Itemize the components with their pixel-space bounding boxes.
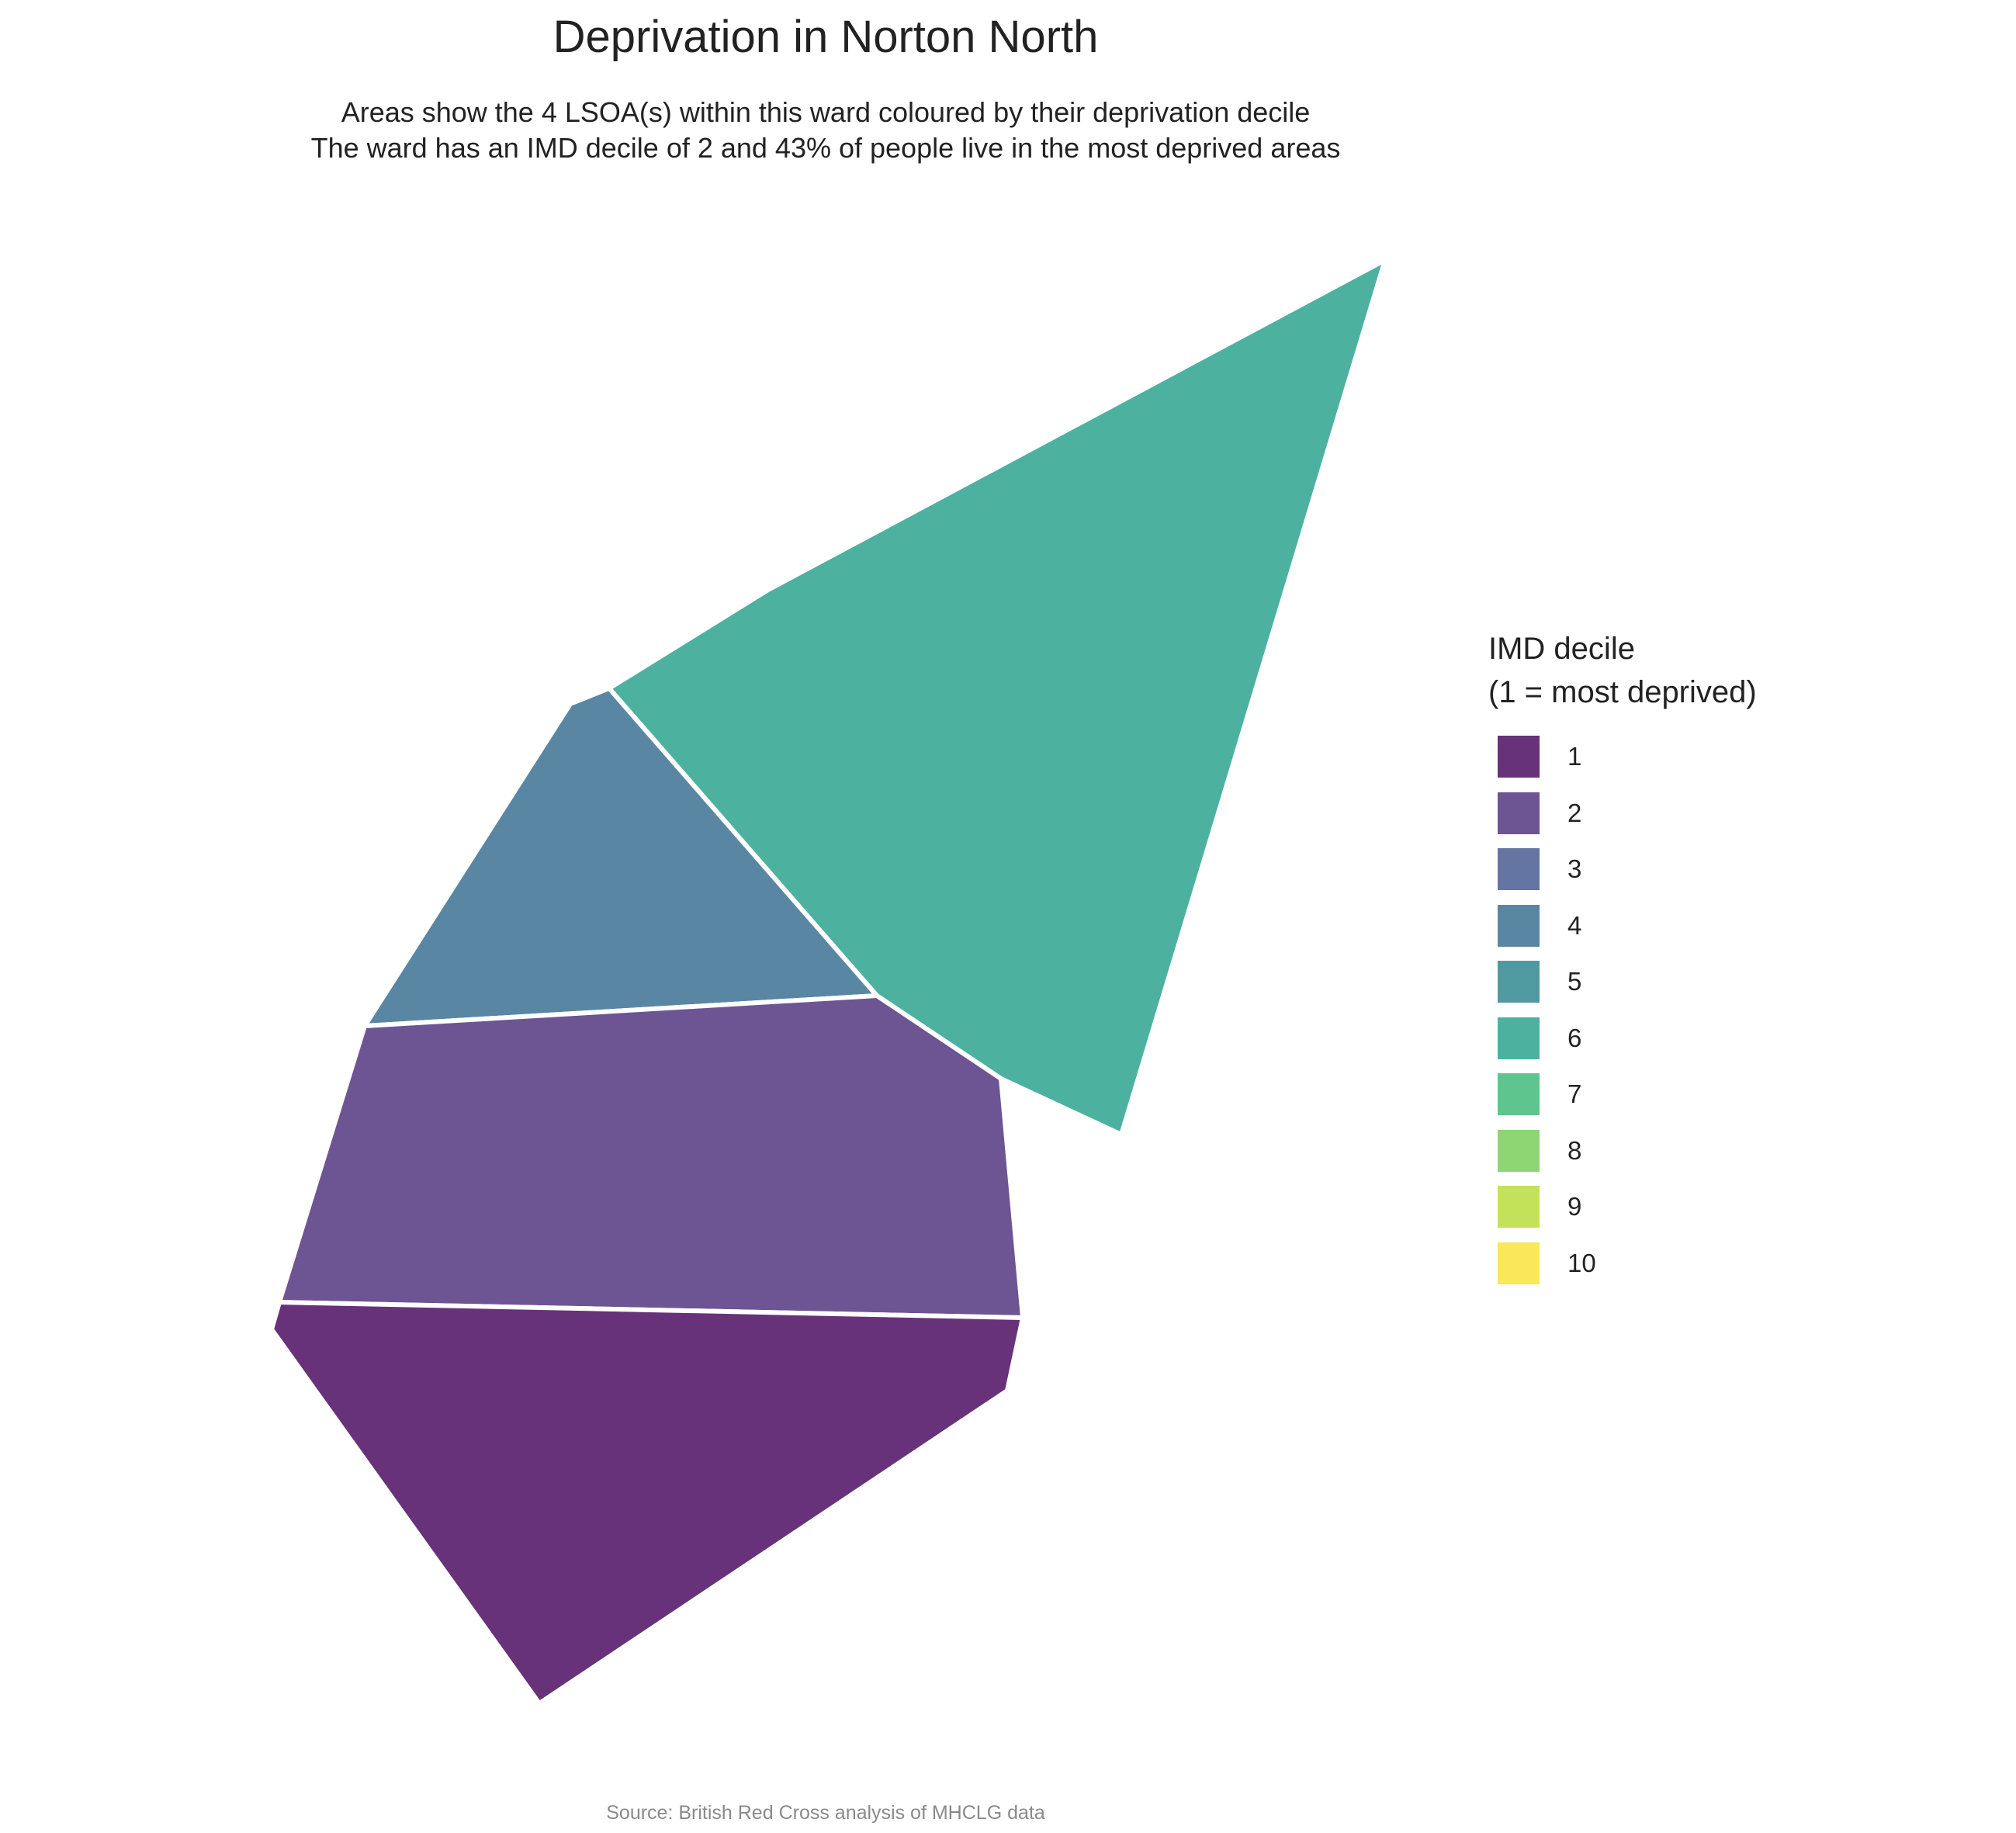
lsoa-area-decile-2	[277, 993, 1025, 1320]
legend-item: 5	[1488, 961, 1757, 1017]
legend-item: 2	[1488, 792, 1757, 849]
legend-title-line-2: (1 = most deprived)	[1488, 675, 1757, 709]
legend-key	[1498, 904, 1540, 947]
legend-title-line-1: IMD decile	[1488, 632, 1635, 666]
legend-item: 9	[1488, 1186, 1757, 1242]
legend-label: 7	[1567, 1079, 1582, 1108]
map-subtitle-line-2: The ward has an IMD decile of 2 and 43% …	[310, 132, 1341, 164]
legend-item: 10	[1488, 1242, 1757, 1299]
legend-item: 4	[1488, 904, 1757, 962]
lsoa-area-decile-1	[269, 1300, 1025, 1706]
legend-key	[1498, 848, 1540, 890]
legend-label: 1	[1567, 742, 1582, 771]
legend-key	[1498, 1242, 1540, 1284]
legend-key	[1498, 792, 1540, 834]
legend-item: 7	[1488, 1073, 1757, 1130]
legend-label: 10	[1567, 1248, 1596, 1277]
legend-items: 1 2 3 4 5 6 7 8 9 10	[1488, 736, 1757, 1298]
legend-label: 8	[1567, 1135, 1582, 1165]
legend-label: 5	[1567, 967, 1582, 996]
legend: IMD decile (1 = most deprived) 1 2 3 4 5…	[1488, 627, 1757, 1298]
legend-key	[1498, 1073, 1540, 1115]
legend-label: 2	[1567, 798, 1582, 827]
legend-key	[1498, 961, 1540, 1003]
legend-item: 6	[1488, 1017, 1757, 1074]
legend-label: 9	[1567, 1192, 1582, 1221]
legend-key	[1498, 1129, 1540, 1172]
legend-item: 3	[1488, 848, 1757, 905]
legend-label: 6	[1567, 1023, 1582, 1052]
map-subtitle-line-1: Areas show the 4 LSOA(s) within this war…	[341, 96, 1311, 128]
legend-item: 1	[1488, 736, 1757, 792]
legend-item: 8	[1488, 1129, 1757, 1187]
legend-label: 3	[1567, 854, 1582, 883]
source-caption: Source: British Red Cross analysis of MH…	[606, 1802, 1045, 1824]
legend-key	[1498, 1017, 1540, 1059]
legend-key	[1498, 736, 1540, 778]
map-title: Deprivation in Norton North	[552, 12, 1099, 62]
legend-label: 4	[1567, 910, 1582, 940]
legend-key	[1498, 1186, 1540, 1228]
